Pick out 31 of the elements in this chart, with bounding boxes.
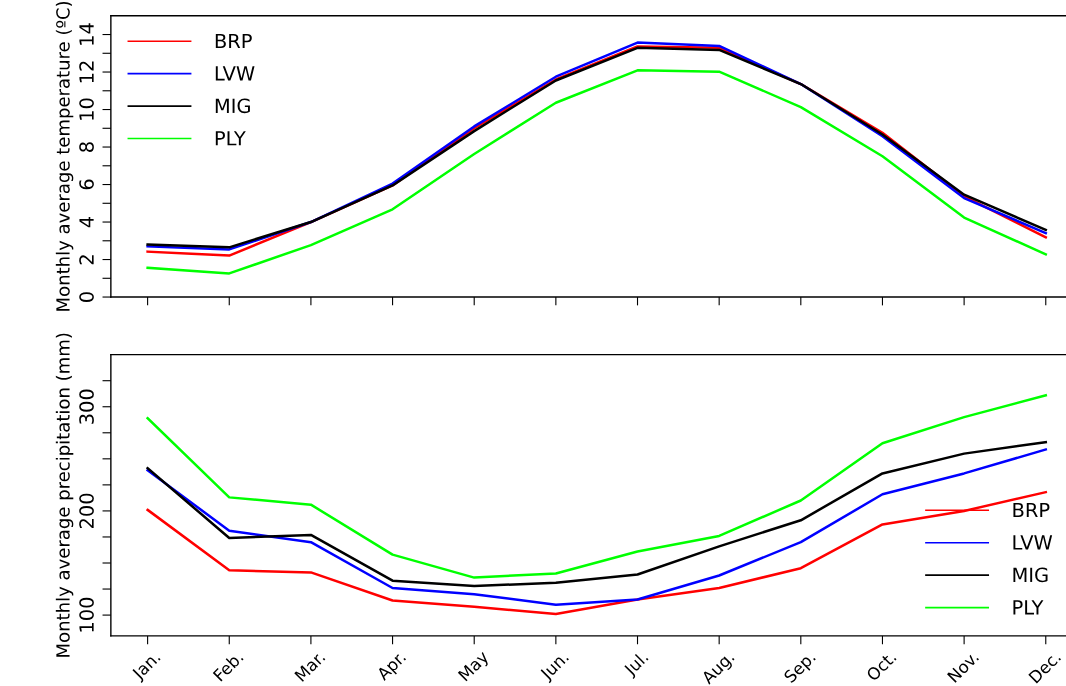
x-tick-label: Jul.: [622, 650, 651, 679]
legend-label: MIG: [215, 98, 250, 114]
x-tick-label: Dec.: [1028, 650, 1062, 684]
y-tick-label: 4: [79, 216, 94, 228]
x-tick-label: Jan.: [130, 650, 163, 683]
x-tick-label: Nov.: [947, 650, 980, 683]
x-tick-label: Oct.: [865, 650, 897, 682]
y-tick-label: 12: [79, 61, 94, 83]
x-tick-label: Sep.: [783, 650, 819, 686]
x-tick-label: Jun.: [538, 650, 572, 684]
x-tick-label: Mar.: [294, 650, 326, 682]
legend-label: BRP: [1013, 502, 1050, 518]
legend-label: PLY: [1013, 600, 1044, 615]
y-tick-label: 2: [79, 255, 94, 265]
y-tick-label: 14: [79, 23, 94, 45]
x-tick-label: Feb.: [212, 650, 244, 682]
legend-label: LVW: [215, 66, 255, 81]
legend-label: PLY: [215, 131, 246, 146]
y-tick-label: 200: [79, 493, 94, 529]
y-tick-label: 100: [79, 597, 94, 632]
x-tick-label: Apr.: [375, 650, 409, 684]
y-axis-title: Monthly average precipitation (mm): [55, 333, 74, 657]
y-tick-label: 0: [79, 292, 94, 302]
y-tick-label: 300: [79, 389, 94, 424]
y-tick-label: 6: [79, 179, 94, 190]
y-tick-label: 8: [79, 142, 94, 152]
legend-label: LVW: [1013, 535, 1053, 550]
legend-label: MIG: [1013, 567, 1048, 583]
y-axis-title: Monthly average temperature (ºC): [55, 1, 74, 311]
legend-label: BRP: [215, 33, 252, 49]
y-tick-label: 10: [79, 98, 94, 120]
